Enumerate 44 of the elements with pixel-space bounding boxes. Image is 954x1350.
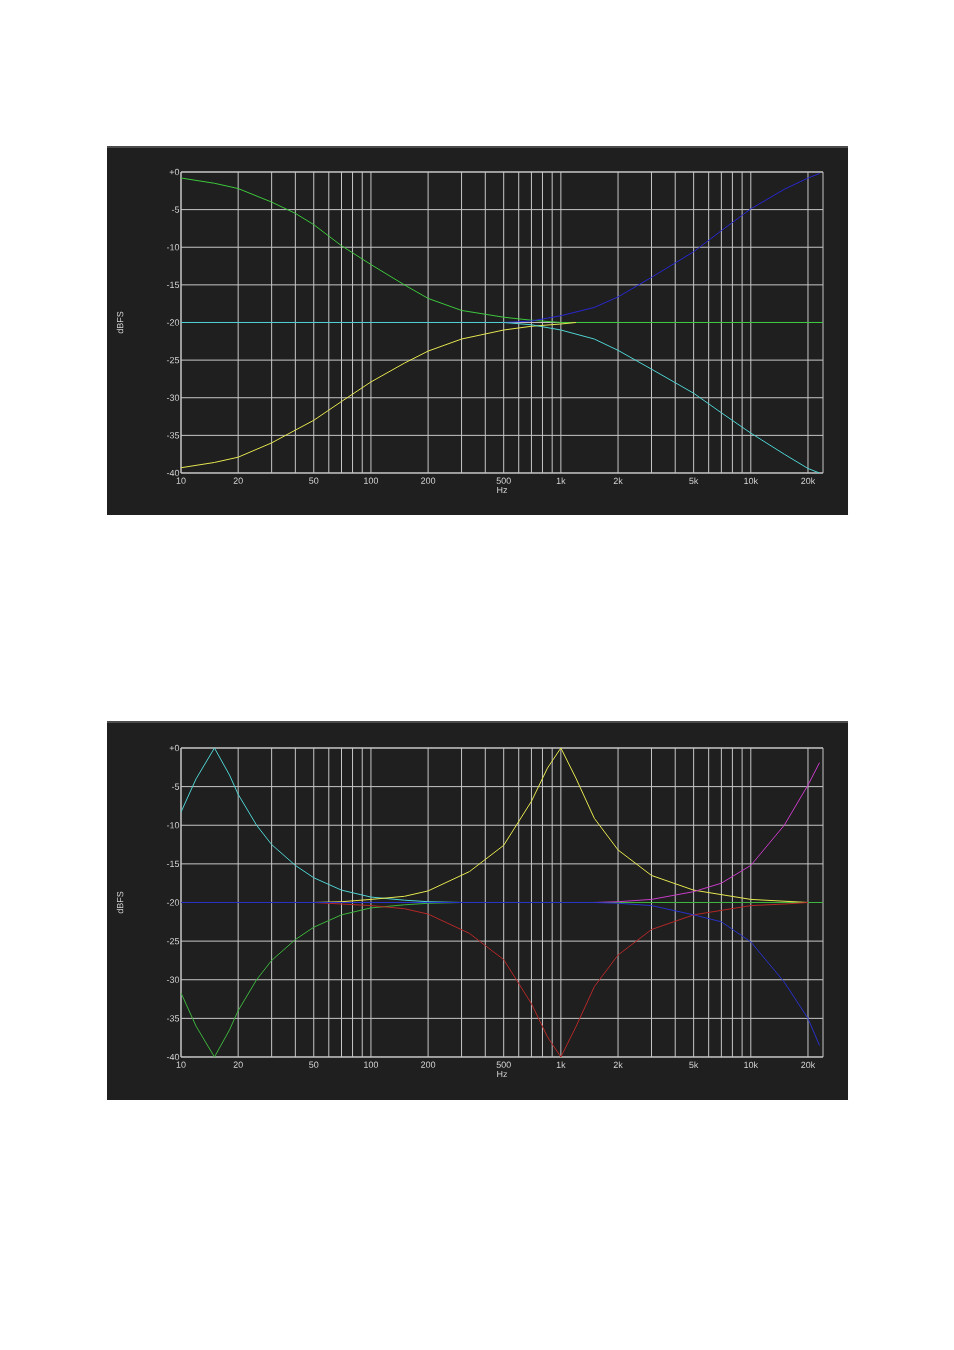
y-tick-label: -40 xyxy=(166,469,180,477)
y-tick-label: -20 xyxy=(166,319,180,326)
x-tick-label: 100 xyxy=(364,477,379,484)
x-tick-label: 100 xyxy=(364,1061,379,1068)
x-axis-title: Hz xyxy=(497,1070,508,1078)
y-tick-label: -20 xyxy=(166,899,180,906)
y-tick-label: -35 xyxy=(166,432,180,439)
x-tick-label: 5k xyxy=(689,477,699,485)
x-tick-label: 10 xyxy=(176,1061,186,1068)
y-tick-label: -10 xyxy=(166,244,180,251)
y-tick-label: -35 xyxy=(166,1015,180,1022)
y-tick-label: -40 xyxy=(166,1053,180,1061)
x-tick-label: 50 xyxy=(309,1061,319,1068)
x-tick-label: 20k xyxy=(801,477,816,485)
x-tick-label: 2k xyxy=(613,477,623,485)
y-tick-label: -10 xyxy=(166,822,180,829)
x-tick-label: 1k xyxy=(556,477,566,485)
y-tick-label: +0 xyxy=(169,168,180,176)
y-tick-label: -25 xyxy=(166,937,180,945)
x-tick-label: 20 xyxy=(233,477,243,484)
y-axis-title: dBFS xyxy=(116,311,124,334)
y-tick-label: -25 xyxy=(166,356,180,364)
y-tick-label: -5 xyxy=(171,206,180,213)
x-tick-label: 10k xyxy=(744,477,759,485)
y-tick-label: -5 xyxy=(171,783,180,790)
y-axis-title: dBFS xyxy=(116,891,124,914)
y-tick-label: +0 xyxy=(169,744,180,752)
x-tick-label: 50 xyxy=(309,477,319,484)
y-tick-label: -15 xyxy=(166,860,180,868)
x-tick-label: 500 xyxy=(496,477,511,484)
x-tick-label: 200 xyxy=(421,477,436,484)
x-tick-label: 10k xyxy=(744,1061,759,1069)
x-tick-label: 5k xyxy=(689,1061,699,1069)
x-tick-label: 20k xyxy=(801,1061,816,1069)
x-axis-title: Hz xyxy=(497,486,508,494)
x-tick-label: 10 xyxy=(176,477,186,484)
x-tick-label: 2k xyxy=(613,1061,623,1069)
y-tick-label: -15 xyxy=(166,281,180,288)
x-tick-label: 200 xyxy=(421,1061,436,1068)
x-tick-label: 1k xyxy=(556,1061,566,1069)
y-tick-label: -30 xyxy=(166,394,180,401)
x-tick-label: 500 xyxy=(496,1061,511,1068)
x-tick-label: 20 xyxy=(233,1061,243,1068)
y-tick-label: -30 xyxy=(166,976,180,983)
